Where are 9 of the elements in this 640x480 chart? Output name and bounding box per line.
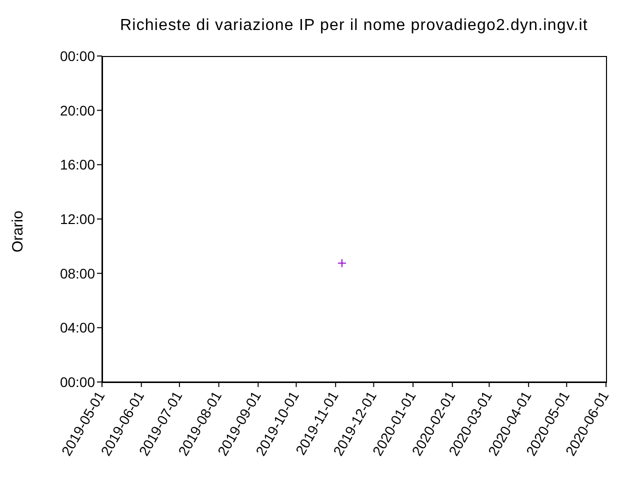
chart-title: Richieste di variazione IP per il nome provadiego2.dyn.ingv.it [119,17,589,35]
y-tick-label: 08:00 [60,265,96,282]
y-tick-label: 12:00 [60,210,96,227]
y-tick-label: 00:00 [60,374,96,390]
y-tick-label: 00:00 [60,48,96,64]
y-tick-label: 16:00 [60,156,96,173]
y-tick-label: 20:00 [60,102,96,118]
y-tick-label: 04:00 [60,320,96,336]
y-axis-title: Orario [10,210,26,254]
